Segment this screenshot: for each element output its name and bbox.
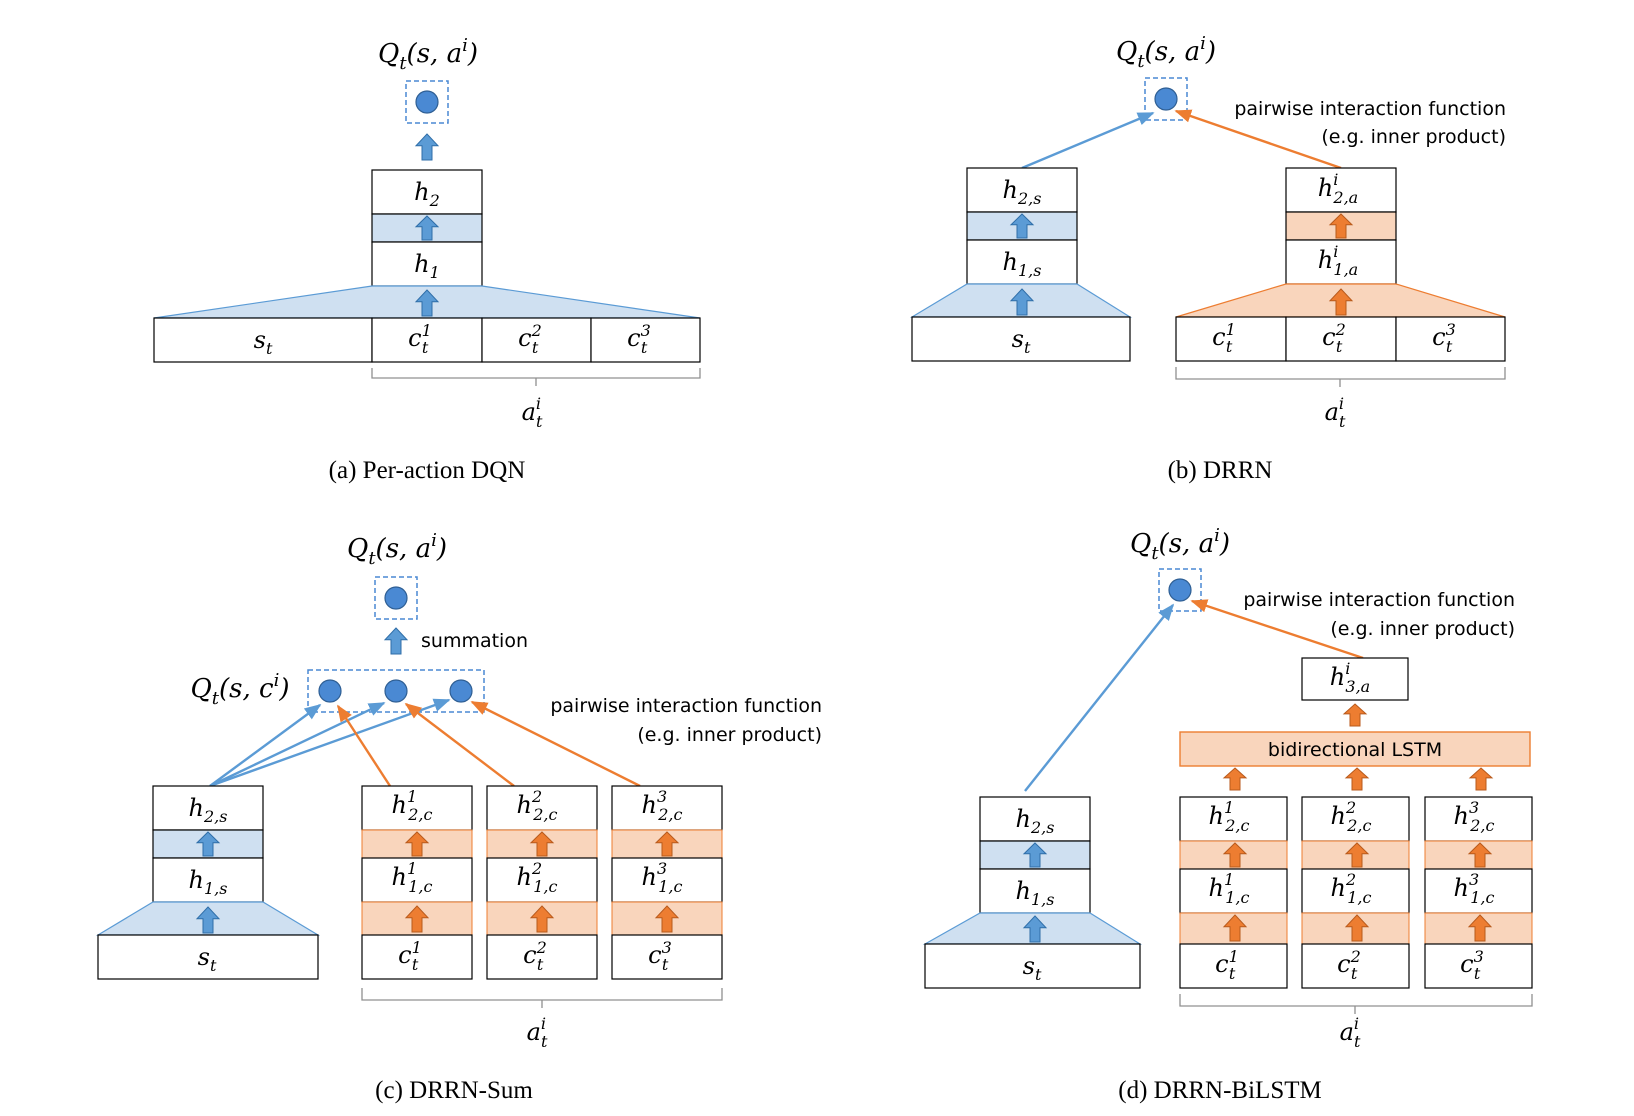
panel-d-choice-tower-2: h2 2,c h2 1,c c2 t [1302,797,1409,988]
panel-c-qc-label: Qt(s, ci) [190,670,289,709]
panel-c-choice-edge-2 [406,704,514,786]
panel-a-output-node [416,91,438,113]
panel-d-output-label: Qt(s, ai) [1130,525,1230,564]
panel-c-arrow-sum [385,628,407,654]
panel-c-summation-label: summation [421,630,528,652]
panel-b-interaction-label: pairwise interaction function [1234,98,1506,120]
panel-d-output-node [1169,579,1191,601]
panel-d-action-brace [1180,994,1532,1014]
panel-d-interaction-label: pairwise interaction function [1243,589,1515,611]
panel-c-interaction-note: (e.g. inner product) [637,724,822,746]
panel-d-bilstm-label: bidirectional LSTM [1268,739,1442,761]
panel-b-drrn: Qt(s, ai) pairwise interaction function … [912,33,1506,484]
panel-c-action-label: ai t [527,1014,548,1051]
up-arrow-icon [1344,704,1366,726]
panel-d-state-edge [1025,605,1173,791]
panel-c-choice-tower-3: h3 2,c h3 1,c c3 t [612,786,722,979]
panel-b-state-edge [1022,113,1153,168]
panel-c-caption: (c) DRRN-Sum [375,1077,533,1104]
panel-c-choice-edge-1 [338,706,390,786]
panel-c-state-edge-2 [210,703,384,786]
up-arrow-icon [1470,768,1492,790]
panel-a-arrow-to-output [416,134,438,160]
panel-c-interaction-label: pairwise interaction function [550,695,822,717]
panel-d-drrn-bilstm: Qt(s, ai) pairwise interaction function … [925,525,1532,1104]
panel-a-action-brace [372,368,700,386]
panel-d-caption: (d) DRRN-BiLSTM [1118,1077,1321,1104]
panel-c-choice-tower-2: h2 2,c h2 1,c c2 t [487,786,597,979]
up-arrow-icon [1224,768,1246,790]
panel-b-output-label: Qt(s, ai) [1116,33,1216,72]
up-arrow-icon [385,628,407,654]
panel-d-choice-tower-3: h3 2,c h3 1,c c3 t [1425,797,1532,988]
panel-c-state-edge-3 [210,700,449,786]
up-arrow-icon [1346,768,1368,790]
up-arrow-icon [416,134,438,160]
panel-a-action-label: ai t [522,394,543,431]
panel-d-action-label: ai t [1340,1014,1361,1051]
panel-d-arrow-h2c3-lstm [1470,768,1492,790]
panel-c-action-brace [362,988,722,1008]
panel-b-output-node [1155,88,1177,110]
panel-d-choice-tower-1: h1 2,c h1 1,c c1 t [1180,797,1287,988]
panel-c-output-label: Qt(s, ai) [347,530,447,569]
panel-c-qc-node-1 [319,680,341,702]
panel-d-arrow-h2c2-lstm [1346,768,1368,790]
panel-b-caption: (b) DRRN [1168,457,1273,484]
panel-a-caption: (a) Per-action DQN [329,457,526,484]
panel-c-choice-tower-1: h1 2,c h1 1,c c1 t [362,786,472,979]
panel-b-action-label: ai t [1325,394,1346,431]
panel-a-per-action-dqn: Qt(s, ai) h2 h1 st c1 t c2 t c3 t ai t (a) P… [154,35,700,484]
panel-d-interaction-note: (e.g. inner product) [1330,618,1515,640]
panel-b-interaction-note: (e.g. inner product) [1321,126,1506,148]
panel-a-output-label: Qt(s, ai) [378,35,478,74]
panel-c-qc-node-2 [385,680,407,702]
panel-c-qc-node-3 [450,680,472,702]
panel-c-output-node [385,587,407,609]
panel-c-drrn-sum: Qt(s, ai) summation Qt(s, ci) pairwise i… [98,530,822,1104]
panel-d-arrow-h2c1-lstm [1224,768,1246,790]
panel-b-action-brace [1176,367,1505,387]
panel-c-state-edge-1 [210,705,320,786]
panel-d-arrow-lstm-h3a [1344,704,1366,726]
